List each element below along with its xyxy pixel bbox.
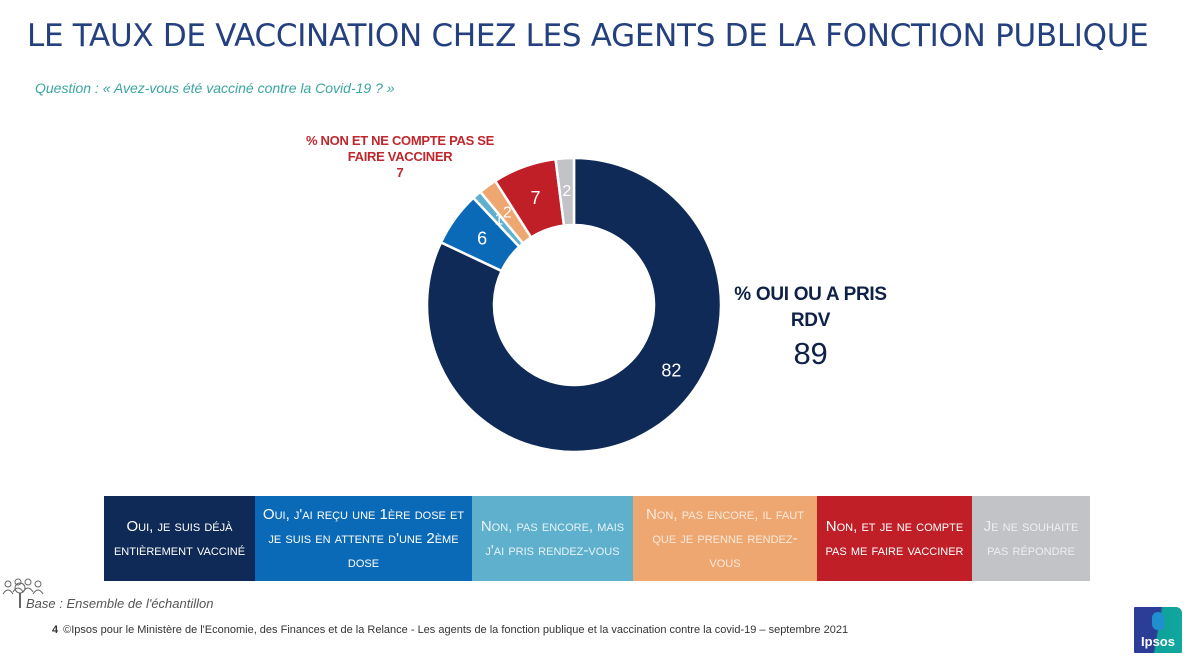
question-text: Question : « Avez-vous été vacciné contr… bbox=[35, 80, 395, 96]
legend-item-first-dose: Oui, j'ai reçu une 1ère dose et je suis … bbox=[255, 496, 472, 581]
callout-oui: % OUI OU A PRIS RDV 89 bbox=[718, 282, 903, 374]
legend-item-no-answer: Je ne souhaite pas répondre bbox=[972, 496, 1090, 581]
page-title: LE TAUX DE VACCINATION CHEZ LES AGENTS D… bbox=[27, 18, 1149, 54]
legend-item-refuses: Non, et je ne compte pas me faire vaccin… bbox=[817, 496, 972, 581]
chart-legend: Oui, je suis déjà entièrement vacciné Ou… bbox=[104, 496, 1090, 581]
legend-item-fully-vaccinated: Oui, je suis déjà entièrement vacciné bbox=[104, 496, 255, 581]
legend-item-appointment-taken: Non, pas encore, mais j'ai pris rendez-v… bbox=[472, 496, 633, 581]
footer-copyright: ©Ipsos pour le Ministère de l'Economie, … bbox=[63, 624, 849, 636]
ipsos-logo: Ipsos bbox=[1134, 607, 1182, 653]
slice-label-needs-appointment: 2 bbox=[503, 205, 512, 222]
callout-non-value: 7 bbox=[396, 165, 404, 180]
callout-non-label-2: FAIRE VACCINER bbox=[347, 149, 453, 164]
slice-label-no-answer: 2 bbox=[562, 183, 571, 200]
legend-label: Je ne souhaite pas répondre bbox=[983, 517, 1079, 559]
slice-label-fully-vaccinated: 82 bbox=[661, 361, 681, 381]
slice-label-refuses: 7 bbox=[531, 188, 541, 208]
donut-slice-no-answer bbox=[554, 156, 576, 228]
legend-label: Oui, j'ai reçu une 1ère dose et je suis … bbox=[262, 505, 465, 571]
page-number: 4 bbox=[52, 624, 59, 636]
people-group-icon bbox=[2, 578, 44, 608]
legend-label: Non, pas encore, il faut que je prenne r… bbox=[646, 505, 804, 571]
legend-item-needs-appointment: Non, pas encore, il faut que je prenne r… bbox=[633, 496, 817, 581]
legend-label: Non, pas encore, mais j'ai pris rendez-v… bbox=[480, 517, 625, 559]
logo-text: Ipsos bbox=[1141, 634, 1175, 649]
callout-non: % NON ET NE COMPTE PAS SE FAIRE VACCINER… bbox=[300, 133, 500, 181]
sample-base-note: Base : Ensemble de l'échantillon bbox=[26, 596, 214, 611]
slice-label-first-dose: 6 bbox=[477, 228, 487, 248]
callout-non-label-1: % NON ET NE COMPTE PAS SE bbox=[305, 133, 494, 148]
slice-label-appointment-taken: 1 bbox=[494, 211, 503, 228]
legend-label: Oui, je suis déjà entièrement vacciné bbox=[113, 517, 246, 559]
footer: 4 ©Ipsos pour le Ministère de l'Economie,… bbox=[52, 624, 848, 636]
callout-oui-value: 89 bbox=[793, 336, 828, 371]
logo-head-icon bbox=[1152, 612, 1164, 630]
donut-slice-fully-vaccinated bbox=[425, 156, 723, 454]
legend-label: Non, et je ne compte pas me faire vaccin… bbox=[825, 517, 964, 559]
callout-oui-label-2: RDV bbox=[790, 310, 831, 331]
callout-oui-label-1: % OUI OU A PRIS bbox=[734, 284, 887, 305]
